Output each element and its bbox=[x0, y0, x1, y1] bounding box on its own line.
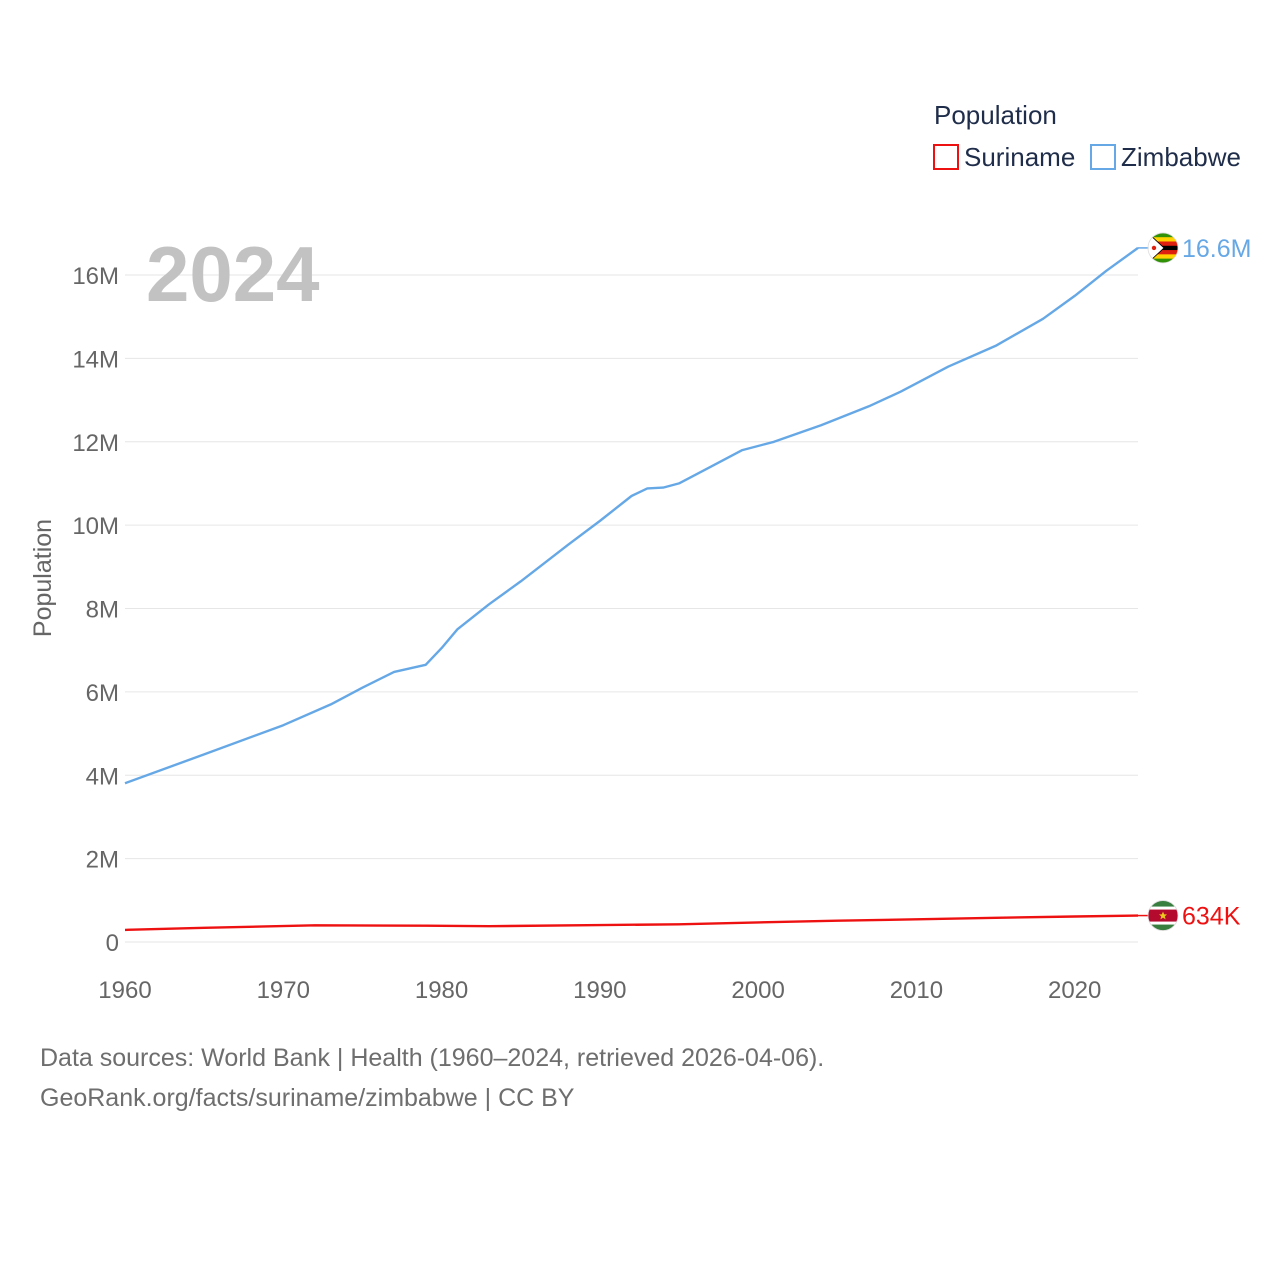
y-tick-label: 14M bbox=[72, 346, 119, 373]
y-tick-label: 0 bbox=[106, 930, 119, 957]
x-tick-label: 1970 bbox=[257, 977, 310, 1004]
source-line-2[interactable]: GeoRank.org/facts/suriname/zimbabwe | CC… bbox=[40, 1084, 575, 1112]
x-tick-label: 1960 bbox=[98, 977, 151, 1004]
legend-item-zimbabwe[interactable]: Zimbabwe bbox=[1090, 142, 1241, 172]
end-value-zimbabwe: 16.6M bbox=[1182, 235, 1251, 263]
x-tick-label: 2020 bbox=[1048, 977, 1101, 1004]
gridlines bbox=[125, 274, 1138, 943]
flag-suriname-icon bbox=[1147, 900, 1179, 931]
y-tick-label: 16M bbox=[72, 263, 119, 290]
x-tick-label: 1980 bbox=[415, 977, 468, 1004]
x-tick-label: 2010 bbox=[890, 977, 943, 1004]
legend-item-suriname[interactable]: Suriname bbox=[933, 142, 1075, 172]
y-tick-label: 4M bbox=[86, 763, 119, 790]
legend-label-suriname: Suriname bbox=[964, 142, 1075, 172]
legend-label-zimbabwe: Zimbabwe bbox=[1121, 142, 1241, 172]
x-axis-ticks: 1960 1970 1980 1990 2000 2010 2020 bbox=[98, 977, 1101, 1004]
legend-title: Population bbox=[934, 100, 1057, 130]
y-tick-label: 2M bbox=[86, 847, 119, 874]
y-tick-label: 12M bbox=[72, 430, 119, 457]
legend-swatch-zimbabwe bbox=[1090, 144, 1116, 170]
series-line-zimbabwe[interactable] bbox=[124, 246, 1139, 785]
current-year-watermark: 2024 bbox=[146, 230, 320, 318]
flag-zimbabwe-icon bbox=[1147, 232, 1179, 264]
end-markers: 634K 16.6M bbox=[1138, 232, 1251, 931]
legend-swatch-suriname bbox=[933, 144, 959, 170]
y-axis-ticks: 0 2M 4M 6M 8M 10M 12M 14M 16M bbox=[72, 263, 119, 957]
x-tick-label: 1990 bbox=[573, 977, 626, 1004]
y-axis-label: Population bbox=[29, 519, 57, 637]
series-line-suriname[interactable] bbox=[124, 914, 1139, 932]
y-tick-label: 8M bbox=[86, 597, 119, 624]
end-value-suriname: 634K bbox=[1182, 903, 1241, 931]
x-tick-label: 2000 bbox=[731, 977, 784, 1004]
series-lines bbox=[124, 246, 1139, 932]
source-line-1: Data sources: World Bank | Health (1960–… bbox=[40, 1044, 825, 1072]
y-tick-label: 6M bbox=[86, 680, 119, 707]
y-tick-label: 10M bbox=[72, 513, 119, 540]
